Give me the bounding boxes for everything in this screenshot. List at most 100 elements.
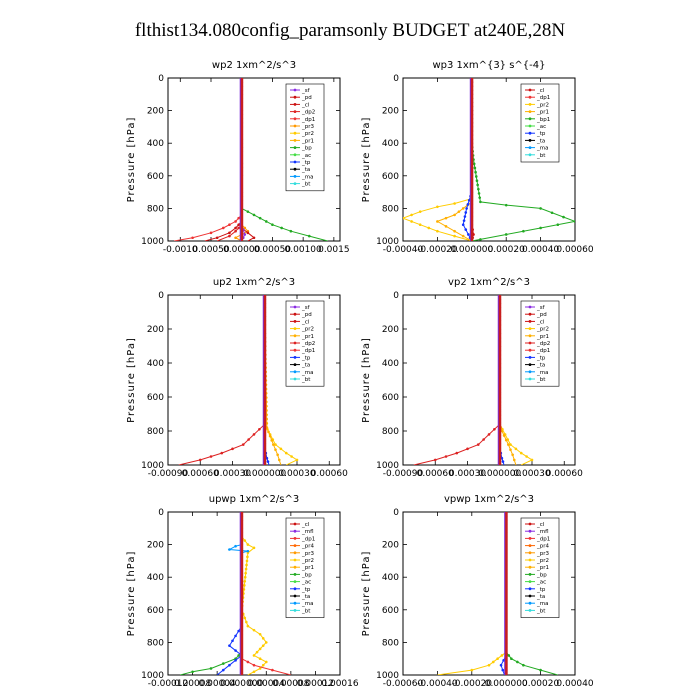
legend-entry: _cl [536,319,545,325]
x-tick-label: 0.0015 [318,245,350,255]
legend-marker [528,110,532,113]
series-point_dp2 [234,229,237,233]
series-point_pr2 [244,567,248,571]
y-tick-label: 200 [382,541,399,551]
y-tick-label: 600 [147,606,164,616]
legend-marker [293,601,297,605]
series-point_dp1 [228,223,231,226]
y-tick-label: 400 [382,359,399,369]
legend-entry: _pr2 [536,558,549,564]
series-point_pr1 [509,448,512,452]
series-point_sf [243,233,247,236]
series-group [403,78,575,241]
y-axis-label: Pressure [hPa] [126,117,137,203]
series-point_pr2 [500,654,504,657]
series-point_pr2 [258,667,262,670]
series-point_dp1 [237,216,240,220]
series-point_pr2 [252,670,256,674]
series-group [180,512,292,675]
series-point_pr1 [270,439,274,442]
panel-title: vpwp 1xm^2/s^3 [444,494,534,505]
legend-box [285,517,325,618]
legend-marker [528,363,532,366]
legend-marker [528,88,532,92]
series-point_pr2 [295,458,299,462]
series-point_pr2 [403,216,405,220]
legend-entry: _pr1 [301,334,314,340]
y-tick-label: 1000 [141,237,164,247]
legend-entry: _pr2 [301,131,314,137]
legend-marker [528,551,532,555]
series-point_pr2 [261,663,265,667]
x-tick-label: 0.00060 [546,469,583,479]
series-point_dp2 [258,428,261,431]
legend-box [520,517,560,618]
legend-entry: _pr4 [536,544,550,550]
series-point_dp2 [476,443,480,446]
series-point_pr2 [252,654,256,657]
legend-entry: _pr4 [301,544,315,550]
series-point_pd [228,231,231,235]
legend-entry: _bt [301,182,311,188]
x-tick-label: 0.00050 [254,245,291,255]
y-tick-label: 800 [147,638,164,648]
series-point_pr2 [514,447,518,451]
series-point_pr2 [246,624,250,628]
panel-3: up2 1xm^2/s^3 Pressure [hPa] 0 200 400 600 800… [126,277,348,479]
series-point_pr1 [272,443,275,446]
series-point_dp1 [209,231,213,235]
legend-marker [528,537,532,540]
series-point_pr2 [255,650,259,654]
series-point_dp2 [493,428,496,431]
series-line_cl [241,78,255,241]
plot-frame [402,511,576,676]
legend-marker [293,153,297,157]
legend-marker [293,327,297,330]
legend-marker [528,522,532,526]
legend-marker [528,377,532,381]
series-point_pr1 [444,225,448,228]
legend-entry: _tp [301,355,311,361]
series-point_pr2 [453,202,456,205]
series-point_pr1 [267,430,270,434]
legend-marker [528,601,532,605]
series-point_dp1 [252,663,256,667]
x-tick-label: 0.00020 [522,679,559,689]
series-point_bp1 [478,196,482,199]
x-tick-label: 0.00060 [417,469,454,479]
series-point_bp [280,226,283,230]
y-tick-label: 600 [382,172,399,182]
panel-title: wp2 1xm^2/s^3 [212,60,296,71]
series-point_pr3 [234,236,237,240]
series-point_dp2 [198,458,202,462]
legend-marker [293,609,297,612]
series-point_pr1 [461,234,465,238]
series-point_bp [264,220,268,223]
legend-box [285,83,325,192]
series-point_dp2 [247,438,250,441]
legend-entry: _cl [301,319,310,325]
legend-marker [528,587,532,591]
legend-marker [293,167,297,171]
legend-marker [293,558,297,562]
legend-entry: _dp1 [301,348,315,354]
legend-entry: _pr3 [301,551,315,557]
series-point_bp1 [550,211,554,215]
legend-marker [293,95,297,99]
legend-entry: _ta [301,167,310,173]
series-point_ma [228,548,231,551]
series-point_pr2 [264,660,268,664]
legend-entry: _bp [301,146,312,152]
series-point_bp1 [556,223,560,226]
series-point_bp [516,660,519,664]
legend-marker [293,146,297,150]
legend-entry: _pr3 [301,124,315,130]
y-tick-label: 800 [382,638,399,648]
x-tick-label: -0.00040 [383,245,424,255]
y-tick-label: 1000 [141,671,164,681]
legend-entry: _ma [536,370,548,376]
legend-marker [293,131,297,135]
series-point_dp2 [487,433,491,436]
series-point_bp1 [573,220,575,223]
legend-entry: _pr1 [536,565,549,571]
